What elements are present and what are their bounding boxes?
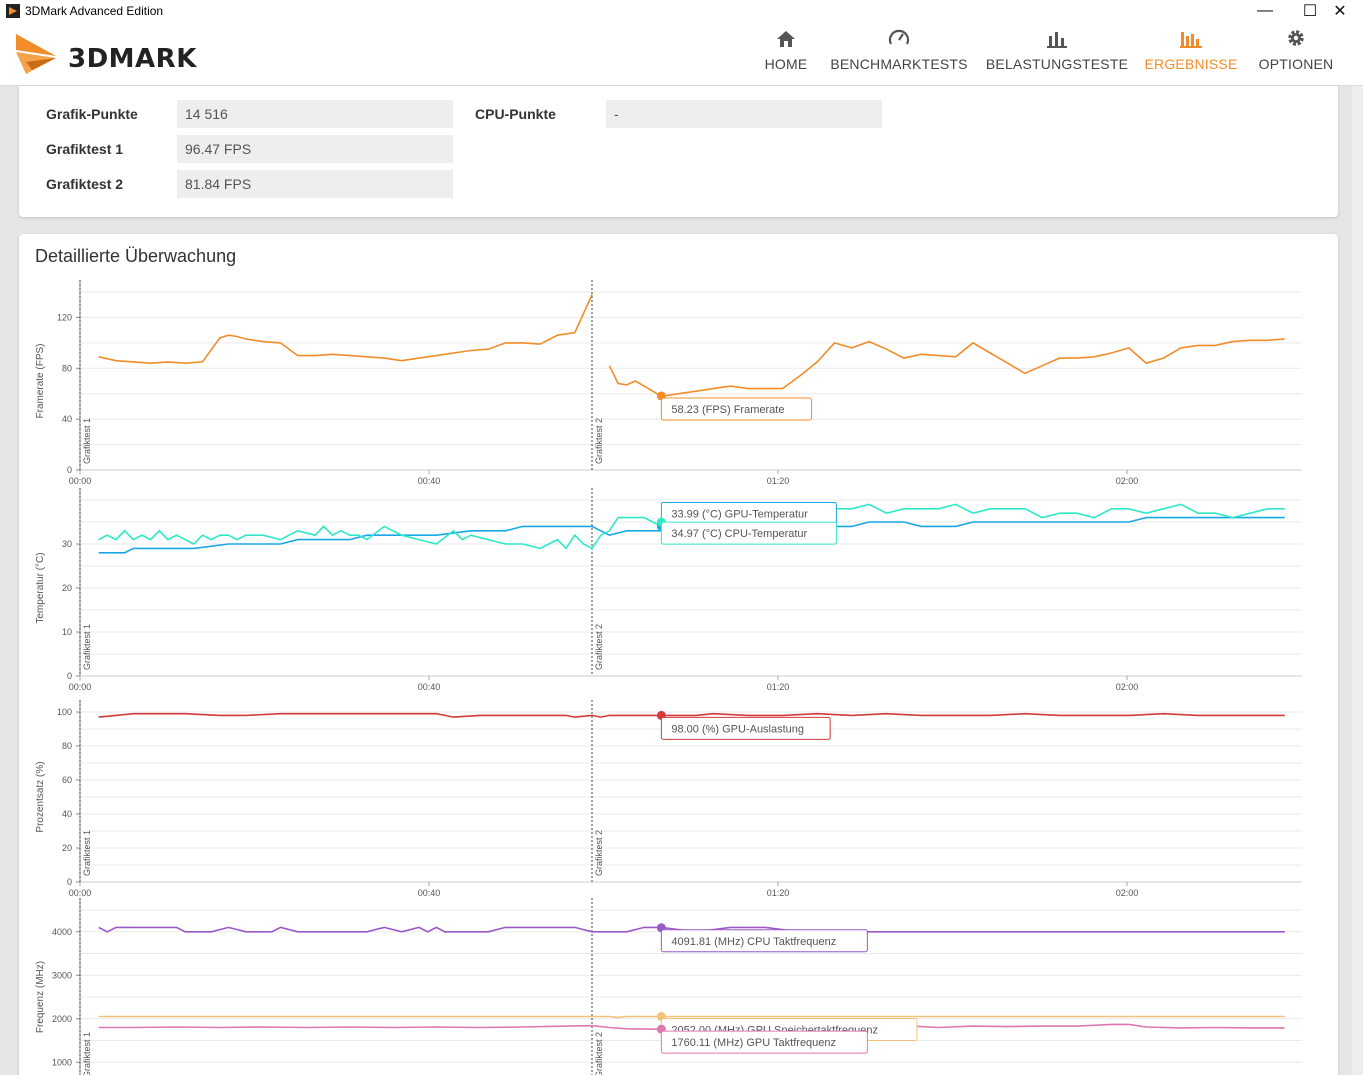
nav-belastungsteste-label: BELASTUNGSTESTE [985,56,1129,72]
scrollbar[interactable] [1352,86,1363,1075]
x-tick-label: 00:40 [418,682,441,692]
nav-benchmarktests[interactable]: BENCHMARKTESTS [830,22,968,86]
x-tick-label: 02:00 [1116,682,1139,692]
scores-panel: Grafik-Punkte 14 516 Grafiktest 1 96.47 … [19,86,1338,217]
minimize-button[interactable]: — [1257,2,1273,19]
nav-optionen-label: OPTIONEN [1258,56,1334,72]
tooltip-box [660,521,837,545]
y-tick-label: 120 [57,312,72,322]
x-tick-label: 01:20 [767,682,790,692]
y-tick-label: 30 [62,539,72,549]
x-tick-label: 02:00 [1116,888,1139,898]
test-marker-label: Grafiktest 1 [82,418,92,464]
y-tick-label: 0 [67,671,72,681]
series-line [98,294,593,365]
logo-text: 3DMARK [68,44,197,74]
y-tick-label: 4000 [52,927,72,937]
grafik-punkte-value: 14 516 [177,100,453,128]
series-line [98,712,1285,718]
test-marker-label: Grafiktest 1 [82,624,92,670]
home-icon [766,22,806,48]
y-tick-label: 0 [67,465,72,475]
x-tick-label: 02:00 [1116,476,1139,486]
app-icon [6,4,20,18]
nav-home[interactable]: HOME [760,22,812,86]
tooltip-box [660,1030,868,1054]
nav-optionen[interactable]: OPTIONEN [1258,22,1334,86]
x-tick-label: 00:00 [69,888,92,898]
tooltip-box [660,716,831,740]
y-tick-label: 10 [62,627,72,637]
y-axis-label: Frequenz (MHz) [35,961,46,1033]
cpu-punkte-value: - [606,100,882,128]
y-tick-label: 100 [57,707,72,717]
nav-belastungsteste[interactable]: BELASTUNGSTESTE [986,22,1128,86]
window-titlebar: 3DMark Advanced Edition — ☐ ✕ [0,0,1363,22]
tooltip-text: 4091.81 (MHz) CPU Taktfrequenz [671,936,836,948]
y-axis-label: Temperatur (°C) [35,552,46,623]
series-line [98,503,1285,550]
y-tick-label: 40 [62,414,72,424]
cpu-punkte-label: CPU-Punkte [475,106,556,122]
y-tick-label: 20 [62,843,72,853]
series-line [98,1015,1285,1019]
gear-icon [1276,22,1316,48]
app-header: 3DMARK HOME BENCHMARKTESTS BELASTUNGSTES… [0,22,1363,86]
x-tick-label: 01:20 [767,888,790,898]
bar-chart-icon [1037,22,1077,48]
y-tick-label: 1000 [52,1057,72,1067]
grafiktest2-value: 81.84 FPS [177,170,453,198]
test-marker-label: Grafiktest 2 [594,830,604,876]
grafiktest2-label: Grafiktest 2 [46,176,124,192]
test-marker-label: Grafiktest 1 [82,1032,92,1075]
grafiktest1-value: 96.47 FPS [177,135,453,163]
x-tick-label: 00:40 [418,476,441,486]
series-line [98,926,1285,933]
y-tick-label: 80 [62,363,72,373]
3dmark-logo[interactable]: 3DMARK [12,30,212,78]
y-tick-label: 60 [62,775,72,785]
y-axis-label: Framerate (FPS) [35,343,46,418]
y-tick-label: 2000 [52,1014,72,1024]
grafik-punkte-label: Grafik-Punkte [46,106,138,122]
nav-home-label: HOME [764,56,808,72]
test-marker-label: Grafiktest 2 [594,1032,604,1075]
nav-benchmarktests-label: BENCHMARKTESTS [830,56,968,72]
nav-ergebnisse[interactable]: ERGEBNISSE [1144,22,1237,86]
tooltip-text: 98.00 (%) GPU-Auslastung [671,723,804,735]
tooltip-text: 33.99 (°C) GPU-Temperatur [671,508,808,520]
tooltip-text: 34.97 (°C) CPU-Temperatur [671,528,807,540]
tooltip-text: 1760.11 (MHz) GPU Taktfrequenz [671,1037,836,1049]
logo-icon [16,34,56,74]
nav-ergebnisse-label: ERGEBNISSE [1144,56,1238,72]
monitoring-title: Detaillierte Überwachung [35,246,237,266]
series-line [608,338,1285,398]
y-tick-label: 0 [67,877,72,887]
maximize-button[interactable]: ☐ [1302,3,1318,20]
y-axis-label: Prozentsatz (%) [35,761,46,832]
x-tick-label: 01:20 [767,476,790,486]
y-tick-label: 20 [62,583,72,593]
monitoring-panel: Detaillierte Überwachung 0 40 80 120 Framera… [19,234,1338,1075]
test-marker-label: Grafiktest 2 [594,624,604,670]
tooltip-box [660,397,813,421]
y-tick-label: 40 [62,809,72,819]
gauge-icon [879,22,919,48]
close-button[interactable]: ✕ [1333,3,1347,20]
x-tick-label: 00:00 [69,476,92,486]
y-tick-label: 3000 [52,970,72,980]
grafiktest1-label: Grafiktest 1 [46,141,124,157]
test-marker-label: Grafiktest 1 [82,830,92,876]
x-tick-label: 00:00 [69,682,92,692]
tooltip-box [660,929,868,953]
tooltip-text: 58.23 (FPS) Framerate [671,404,784,416]
y-tick-label: 80 [62,741,72,751]
results-icon [1171,22,1211,48]
window-title: 3DMark Advanced Edition [25,4,164,18]
x-tick-label: 00:40 [418,888,441,898]
test-marker-label: Grafiktest 2 [594,418,604,464]
